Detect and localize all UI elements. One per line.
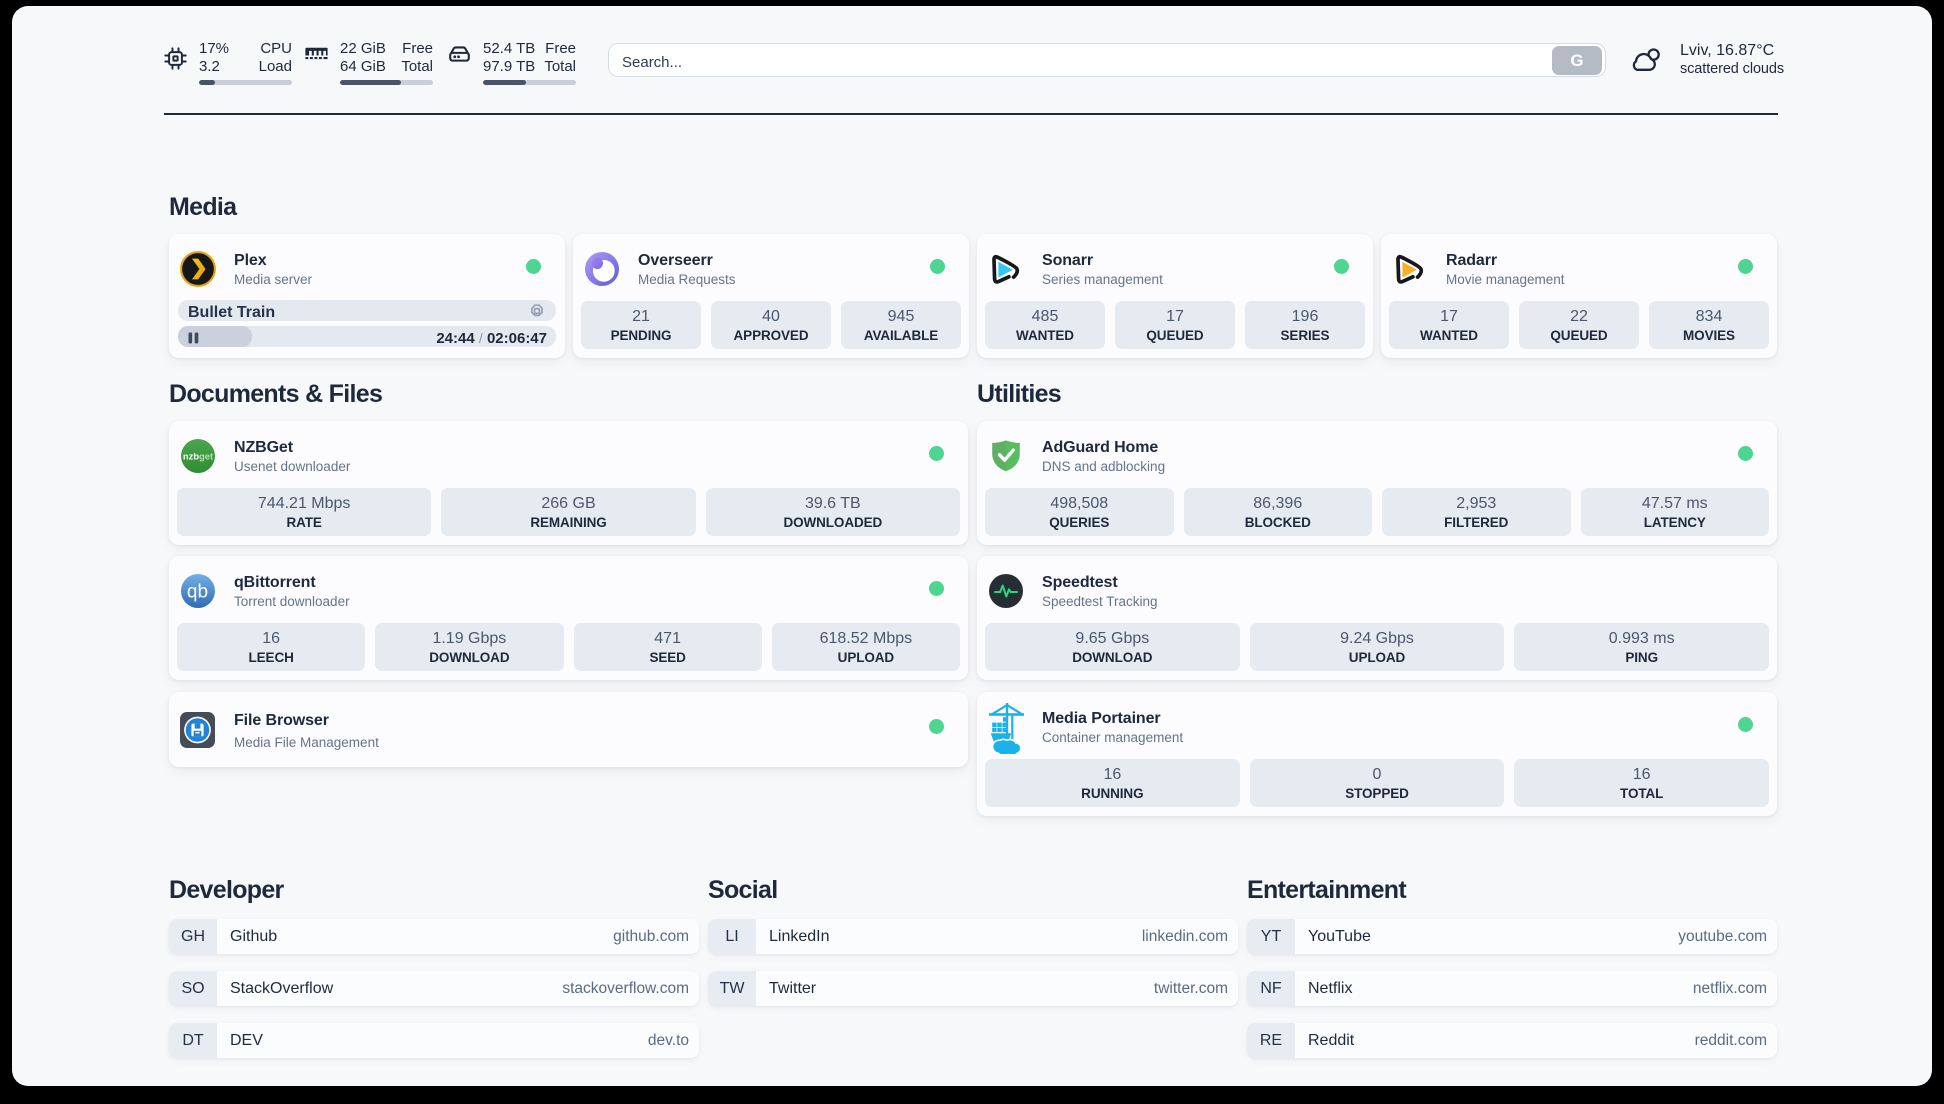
svg-text:qb: qb (187, 582, 208, 603)
svg-text:nzbget: nzbget (183, 451, 213, 462)
